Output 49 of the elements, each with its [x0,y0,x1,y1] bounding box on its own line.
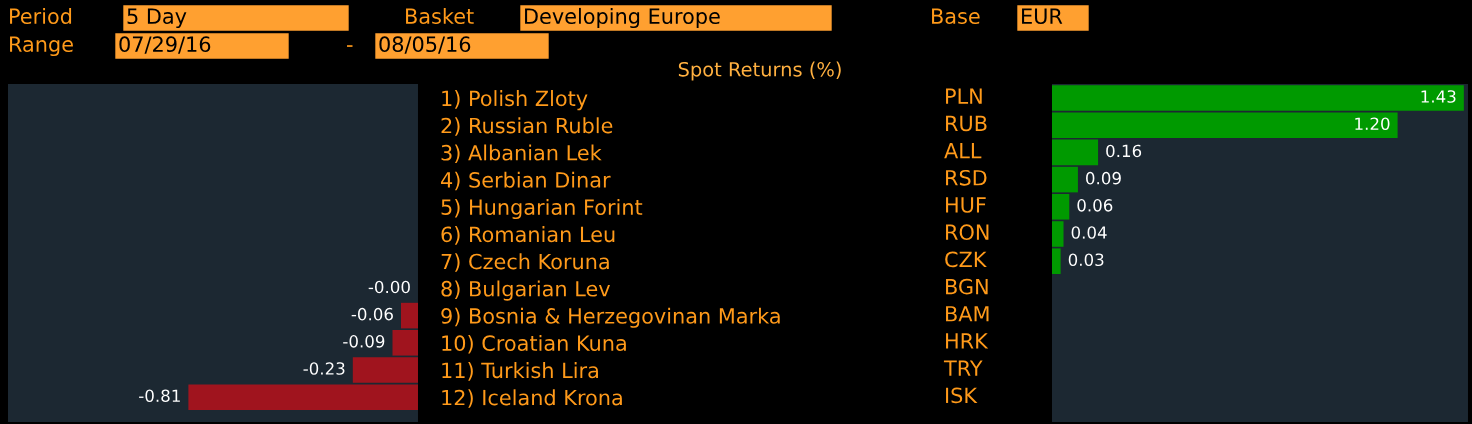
text: CZK [945,251,987,268]
data-label: 0.16 [1106,144,1142,158]
text: Spot Returns (%) [678,61,841,81]
data-label: 1.43 [1421,90,1456,103]
y-tick-label: 7) Czech Koruna [441,253,609,272]
data-label: 0.06 [1077,199,1113,212]
text: ISK [946,387,978,404]
text: PLN [946,88,982,104]
y-tick-label: 9) Bosnia & Herzegovinan Marka [441,307,780,328]
y-tick-label: 10) Croatian Kuna [442,334,626,354]
text: 08/05/16 [379,36,471,54]
data-label: 0.04 [1071,226,1107,239]
text: Base [932,8,980,25]
text: - [347,45,353,47]
text: Basket [406,7,474,25]
data-label: -0.23 [303,362,345,375]
y-tick-label: 4) Serbian Dinar [441,171,611,191]
text: HRK [946,333,989,349]
y-tick-label: 8) Bulgarian Lev [441,280,610,301]
data-label: 1.20 [1355,117,1390,131]
text: Range [10,36,73,57]
text: 5 Day [127,8,187,29]
text: RUB [946,115,987,132]
y-tick-label: 5) Hungarian Forint [441,198,643,220]
y-tick-label: 3) Albanian Lek [441,144,602,164]
text: 07/29/16 [119,36,211,54]
y-tick-label: 11) Turkish Lira [442,362,598,381]
text: TRY [943,360,983,376]
text: BGN [946,278,988,295]
text: ALL [944,142,982,159]
bar [1052,166,1078,193]
text: HUF [946,197,986,213]
y-tick-label: 6) Romanian Leu [441,226,615,245]
text: EUR [1022,8,1063,25]
data-label: -0.81 [139,389,180,403]
data-label: -0.06 [351,307,393,321]
text: Developing Europe [525,7,720,29]
text: Period [10,7,72,25]
text: BAM [946,306,989,322]
data-label: 0.09 [1086,171,1121,185]
y-tick-label: 12) Iceland Krona [442,389,622,408]
text: RSD [946,169,987,186]
bar [1052,139,1099,166]
data-label: 0.03 [1068,253,1104,267]
y-tick-label: 2) Russian Ruble [441,117,613,136]
data-label: -0.00 [368,280,410,294]
y-tick-label: 1) Polish Zloty [442,90,588,111]
text: RON [946,224,989,241]
data-label: -0.09 [343,335,385,348]
